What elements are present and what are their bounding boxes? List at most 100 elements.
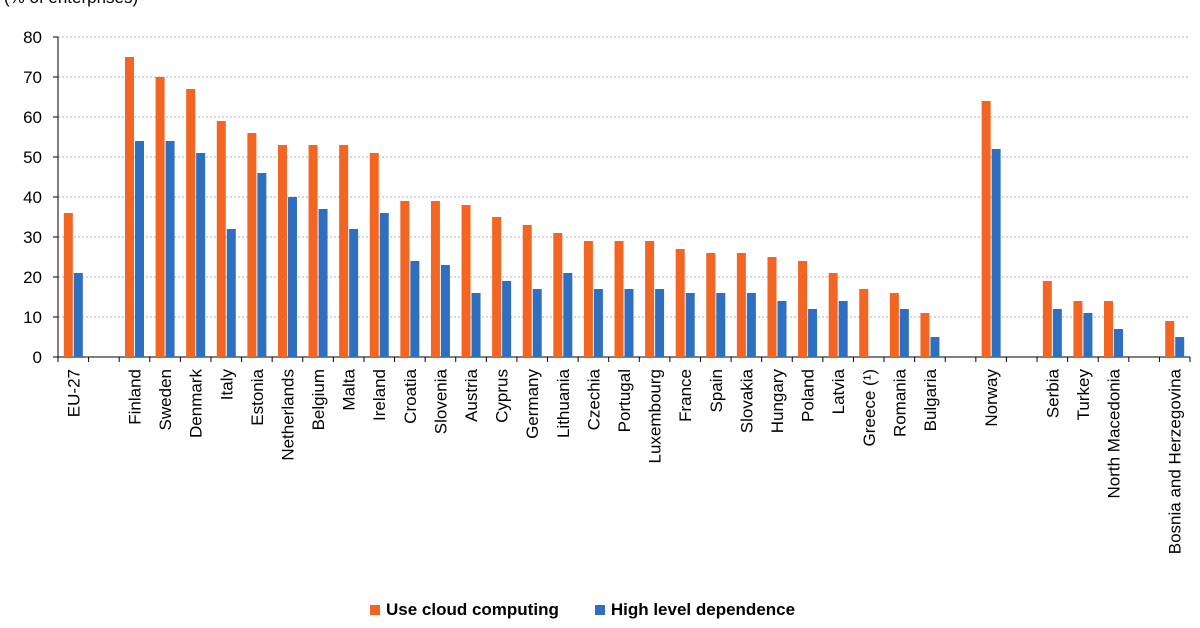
- bar-use-cloud: [1042, 281, 1052, 357]
- bar-high-dependence: [563, 273, 573, 357]
- x-category-label: North Macedonia: [1105, 368, 1124, 498]
- x-category-label: Denmark: [187, 369, 206, 438]
- x-category-label: Germany: [523, 369, 542, 439]
- bar-high-dependence: [685, 293, 695, 357]
- y-tick-label: 50: [23, 148, 42, 167]
- bar-high-dependence: [1175, 337, 1185, 357]
- bar-use-cloud: [339, 145, 349, 357]
- x-category-label: Netherlands: [278, 369, 297, 461]
- bar-use-cloud: [216, 121, 226, 357]
- x-category-label: Cyprus: [493, 369, 512, 423]
- bar-use-cloud: [889, 293, 899, 357]
- x-category-label: Belgium: [309, 369, 328, 430]
- x-category-label: Greece (¹): [860, 369, 879, 446]
- legend-label-high-dependence: High level dependence: [610, 600, 796, 619]
- bar-high-dependence: [838, 301, 848, 357]
- y-tick-label: 30: [23, 228, 42, 247]
- x-category-label: Ireland: [370, 369, 389, 421]
- bar-high-dependence: [287, 197, 297, 357]
- bar-high-dependence: [1052, 309, 1062, 357]
- bar-use-cloud: [63, 213, 73, 357]
- x-category-label: Latvia: [829, 368, 848, 414]
- bar-high-dependence: [1083, 313, 1093, 357]
- bar-use-cloud: [400, 201, 410, 357]
- bar-use-cloud: [981, 101, 991, 357]
- legend-swatch-use-cloud: [370, 605, 380, 615]
- legend-item-use-cloud: Use cloud computing: [370, 600, 559, 620]
- bar-use-cloud: [736, 253, 746, 357]
- legend-swatch-high-dependence: [594, 605, 605, 615]
- bar-high-dependence: [349, 229, 359, 357]
- bar-use-cloud: [798, 261, 808, 357]
- bar-use-cloud: [859, 289, 869, 357]
- x-category-label: Croatia: [401, 368, 420, 423]
- bar-high-dependence: [777, 301, 787, 357]
- legend-item-high-dependence: High level dependence: [594, 600, 796, 620]
- y-tick-label: 20: [23, 268, 42, 287]
- x-category-label: Romania: [890, 368, 909, 437]
- bar-high-dependence: [471, 293, 481, 357]
- bar-high-dependence: [624, 289, 634, 357]
- x-category-label: EU-27: [64, 369, 83, 417]
- x-category-label: Norway: [982, 369, 1001, 427]
- bar-use-cloud: [553, 233, 563, 357]
- y-tick-label: 80: [23, 28, 42, 47]
- bar-use-cloud: [369, 153, 379, 357]
- x-category-label: Portugal: [615, 369, 634, 432]
- bar-use-cloud: [614, 241, 624, 357]
- bar-high-dependence: [73, 273, 83, 357]
- bar-high-dependence: [899, 309, 909, 357]
- y-tick-label: 60: [23, 108, 42, 127]
- bar-high-dependence: [502, 281, 512, 357]
- bar-use-cloud: [583, 241, 593, 357]
- bar-high-dependence: [196, 153, 206, 357]
- bar-use-cloud: [706, 253, 716, 357]
- bar-high-dependence: [716, 293, 726, 357]
- bar-use-cloud: [430, 201, 440, 357]
- bar-use-cloud: [247, 133, 257, 357]
- x-category-label: France: [676, 369, 695, 422]
- x-category-label: Slovakia: [737, 368, 756, 433]
- bar-high-dependence: [379, 213, 389, 357]
- bar-use-cloud: [277, 145, 287, 357]
- y-tick-label: 0: [33, 348, 42, 367]
- x-category-label: Lithuania: [554, 368, 573, 438]
- x-category-label: Austria: [462, 368, 481, 421]
- x-category-label: Poland: [799, 369, 818, 422]
- bar-high-dependence: [991, 149, 1001, 357]
- bar-high-dependence: [257, 173, 267, 357]
- bar-high-dependence: [134, 141, 144, 357]
- bar-use-cloud: [492, 217, 502, 357]
- bar-high-dependence: [593, 289, 603, 357]
- y-tick-label: 70: [23, 68, 42, 87]
- x-category-label: Malta: [340, 368, 359, 410]
- bar-use-cloud: [186, 89, 196, 357]
- chart-subtitle: (% of enterprises): [4, 0, 138, 8]
- x-category-label: Turkey: [1074, 369, 1093, 421]
- bar-use-cloud: [308, 145, 318, 357]
- bar-use-cloud: [1073, 301, 1083, 357]
- bar-use-cloud: [767, 257, 777, 357]
- bar-high-dependence: [746, 293, 756, 357]
- bar-use-cloud: [675, 249, 685, 357]
- bar-high-dependence: [930, 337, 940, 357]
- x-category-label: Bulgaria: [921, 368, 940, 431]
- bar-use-cloud: [155, 77, 165, 357]
- x-category-label: Hungary: [768, 369, 787, 434]
- bar-high-dependence: [318, 209, 328, 357]
- x-category-label: Sweden: [156, 369, 175, 430]
- x-category-label: Italy: [217, 369, 236, 401]
- x-category-label: Finland: [125, 369, 144, 425]
- x-category-label: Slovenia: [431, 368, 450, 434]
- x-category-label: Bosnia and Herzegovina: [1166, 368, 1185, 554]
- x-category-label: Czechia: [584, 368, 603, 430]
- bar-chart: 0 10 20 30 40 50 60 70 80 EU-27 Finland Sweden Denma…: [23, 28, 1191, 554]
- bar-high-dependence: [440, 265, 450, 357]
- bar-high-dependence: [226, 229, 236, 357]
- x-category-label: Spain: [707, 369, 726, 412]
- y-tick-label: 10: [23, 308, 42, 327]
- bar-use-cloud: [920, 313, 930, 357]
- bar-high-dependence: [655, 289, 665, 357]
- bar-high-dependence: [1114, 329, 1124, 357]
- x-category-label: Serbia: [1043, 368, 1062, 418]
